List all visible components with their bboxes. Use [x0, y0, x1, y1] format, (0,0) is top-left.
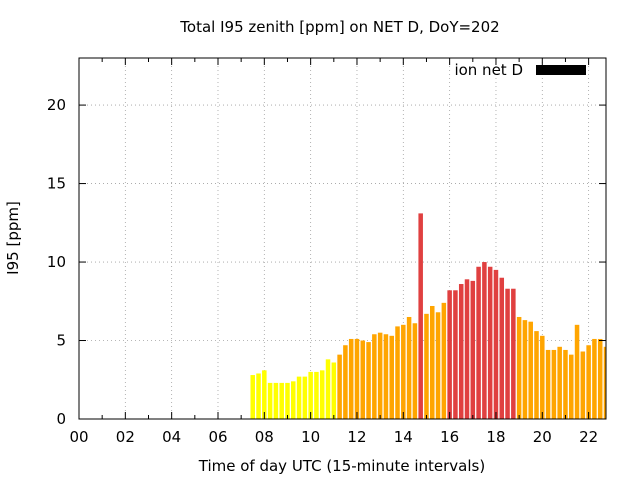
- bar: [325, 359, 331, 419]
- bar: [285, 382, 290, 419]
- bar: [337, 354, 342, 419]
- x-tick-label: 00: [69, 428, 88, 446]
- legend-swatch: [536, 65, 586, 75]
- legend-label: ion net D: [454, 61, 523, 79]
- bar: [516, 316, 522, 419]
- x-tick-label: 12: [347, 428, 366, 446]
- bar: [395, 326, 400, 419]
- x-tick-labels: 00 02 04 06 08 10 12 14 16 18 20 22: [69, 428, 598, 446]
- bar: [372, 334, 377, 419]
- bar: [476, 266, 481, 419]
- bar: [418, 213, 423, 419]
- bar: [511, 288, 516, 419]
- bar: [406, 316, 412, 419]
- legend: ion net D: [454, 61, 586, 79]
- bar: [540, 335, 545, 419]
- bar: [580, 351, 586, 419]
- x-tick-label: 04: [162, 428, 181, 446]
- axis-ticks: [78, 58, 606, 420]
- bar: [453, 290, 458, 419]
- bar: [348, 338, 354, 419]
- x-tick-label: 22: [579, 428, 598, 446]
- bar: [592, 338, 597, 419]
- bar: [430, 305, 435, 419]
- bar: [528, 321, 533, 419]
- bar: [574, 324, 580, 419]
- x-tick-label: 14: [394, 428, 413, 446]
- plot-frame: [78, 57, 607, 420]
- bar: [383, 334, 389, 419]
- y-tick-labels: 0 5 10 15 20: [47, 96, 66, 428]
- bar: [487, 266, 493, 419]
- bar: [597, 338, 603, 419]
- bar: [493, 269, 499, 419]
- bar: [441, 302, 447, 419]
- bar: [360, 340, 366, 419]
- bar: [267, 382, 273, 419]
- bar: [291, 381, 296, 419]
- bar: [302, 376, 308, 419]
- bar: [522, 320, 528, 419]
- x-tick-label: 16: [440, 428, 459, 446]
- bar: [273, 382, 279, 419]
- bar: [557, 346, 562, 419]
- x-tick-label: 18: [486, 428, 505, 446]
- bar: [435, 312, 441, 419]
- bar: [568, 354, 574, 419]
- bar: [250, 375, 255, 419]
- bar: [279, 382, 284, 419]
- bar: [343, 345, 348, 419]
- y-axis-label: I95 [ppm]: [4, 201, 22, 275]
- bar: [401, 324, 406, 419]
- y-tick-label: 0: [56, 410, 66, 428]
- bar: [464, 279, 470, 419]
- bar: [499, 277, 505, 419]
- bar: [470, 280, 476, 419]
- chart-title: Total I95 zenith [ppm] on NET D, DoY=202: [179, 18, 499, 36]
- bar: [534, 331, 539, 419]
- bar: [412, 323, 418, 419]
- x-tick-label: 08: [255, 428, 274, 446]
- bar: [482, 262, 487, 419]
- bar: [314, 371, 319, 419]
- x-tick-label: 10: [301, 428, 320, 446]
- bar: [563, 349, 568, 419]
- bar: [603, 346, 606, 419]
- bar: [296, 376, 302, 419]
- bar: [586, 345, 591, 419]
- y-tick-label: 10: [47, 253, 66, 271]
- bar: [424, 313, 429, 419]
- bar: [551, 349, 557, 419]
- y-tick-label: 15: [47, 175, 66, 193]
- bar: [308, 371, 313, 419]
- bars: [250, 213, 606, 419]
- bar: [458, 284, 464, 419]
- y-tick-label: 20: [47, 96, 66, 114]
- x-axis-label: Time of day UTC (15-minute intervals): [198, 457, 485, 475]
- bar: [545, 349, 551, 419]
- bar: [262, 370, 267, 419]
- x-tick-label: 20: [533, 428, 552, 446]
- bar: [505, 288, 510, 419]
- x-tick-label: 02: [116, 428, 135, 446]
- bar: [377, 332, 383, 419]
- bar: [331, 362, 337, 419]
- bar: [389, 335, 394, 419]
- bar: [256, 373, 261, 419]
- bar: [319, 370, 325, 419]
- bar: [447, 290, 452, 419]
- x-tick-label: 06: [208, 428, 227, 446]
- bar: [366, 342, 371, 419]
- y-tick-label: 5: [56, 332, 66, 350]
- bar: [354, 338, 360, 419]
